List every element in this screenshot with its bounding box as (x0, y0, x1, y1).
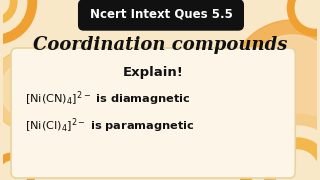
Text: $[\mathrm{Ni(CN)_4}]^{2-}$ is diamagnetic: $[\mathrm{Ni(CN)_4}]^{2-}$ is diamagneti… (25, 90, 190, 108)
Text: $[\mathrm{Ni(Cl)_4}]^{2-}$ is paramagnetic: $[\mathrm{Ni(Cl)_4}]^{2-}$ is paramagnet… (25, 117, 195, 135)
Circle shape (295, 0, 320, 28)
Circle shape (276, 150, 319, 180)
Circle shape (0, 0, 27, 34)
Circle shape (264, 138, 320, 180)
Circle shape (0, 153, 35, 180)
FancyBboxPatch shape (79, 0, 243, 30)
Circle shape (0, 0, 9, 16)
Text: Explain!: Explain! (123, 66, 184, 78)
Circle shape (0, 161, 27, 180)
Circle shape (0, 62, 55, 118)
Circle shape (252, 126, 320, 180)
Text: Coordination compounds: Coordination compounds (33, 36, 287, 54)
FancyBboxPatch shape (11, 48, 295, 178)
Circle shape (243, 35, 320, 135)
Text: Ncert Intext Ques 5.5: Ncert Intext Ques 5.5 (90, 8, 232, 21)
Circle shape (228, 20, 320, 150)
Circle shape (0, 50, 67, 130)
Circle shape (0, 0, 17, 24)
Circle shape (287, 0, 320, 36)
Circle shape (240, 114, 320, 180)
Circle shape (0, 0, 36, 44)
